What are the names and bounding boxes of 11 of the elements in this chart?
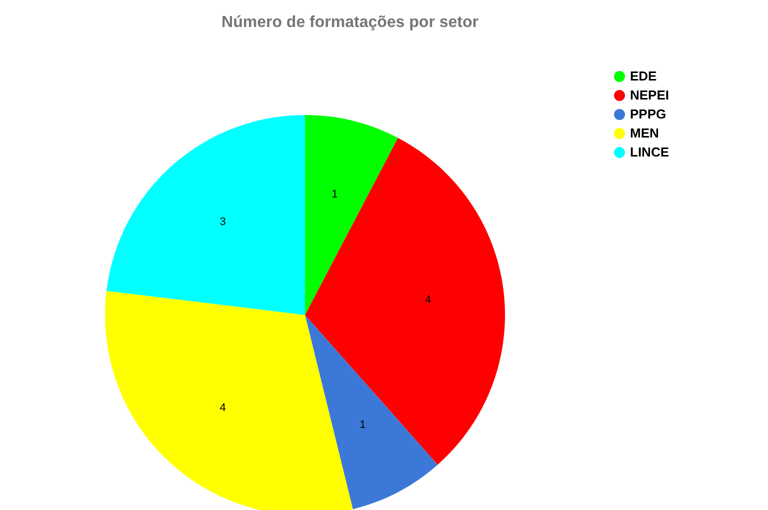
data-label: 3: [220, 216, 226, 228]
legend-label: EDE: [630, 68, 658, 84]
data-label: 4: [220, 402, 226, 414]
legend-label: LINCE: [630, 144, 670, 160]
legend-label: NEPEI: [630, 88, 670, 102]
data-label: 4: [425, 294, 432, 306]
chart-title: Número de formatações por setor: [222, 14, 478, 31]
legend-label: MEN: [630, 126, 659, 140]
data-label: 1: [332, 188, 338, 201]
data-label: 1: [360, 418, 366, 431]
legend-label: PPPG: [630, 106, 666, 122]
